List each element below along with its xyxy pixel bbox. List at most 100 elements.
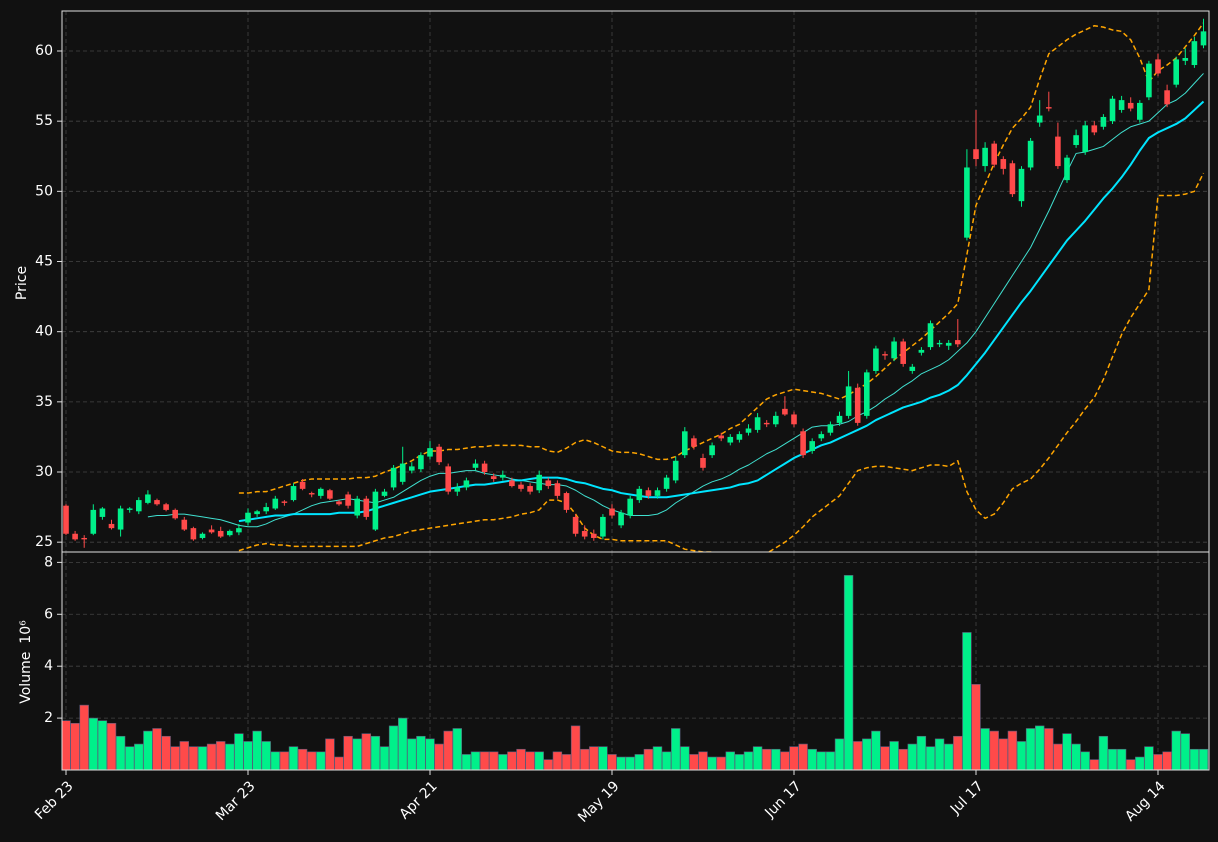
volume-bar: [270, 751, 280, 770]
volume-bar: [416, 735, 426, 770]
volume-bar: [789, 746, 799, 770]
candle-body: [782, 408, 788, 415]
volume-bar: [780, 751, 790, 770]
volume-frame: [61, 551, 1210, 771]
volume-bar: [907, 743, 918, 770]
candle-body: [318, 488, 324, 496]
candle-body: [336, 501, 342, 505]
candle-body: [63, 505, 69, 534]
volume-bar: [225, 743, 235, 770]
candle-body: [445, 466, 451, 492]
candle-body: [136, 500, 142, 512]
candle-body: [773, 415, 779, 425]
y-tick-label: 50: [35, 183, 53, 199]
candle-body: [154, 500, 160, 505]
candle-body: [927, 323, 934, 348]
candle-body: [308, 493, 315, 495]
candle-body: [754, 417, 761, 430]
volume-bar: [734, 754, 745, 770]
volume-bar: [570, 725, 581, 770]
volume-bar: [725, 751, 736, 770]
candle-body: [727, 436, 734, 443]
volume-bar: [889, 741, 899, 770]
volume-bar: [106, 722, 117, 770]
volume-bar: [188, 746, 199, 770]
candle-body: [172, 509, 178, 519]
volume-bar: [1189, 748, 1200, 770]
candle-body: [236, 528, 242, 533]
candle-body: [481, 463, 488, 473]
candle-body: [1046, 107, 1052, 109]
indicator-line: [147, 73, 1204, 528]
candle-body: [581, 530, 588, 537]
candle-body: [982, 147, 988, 167]
volume-bar: [216, 741, 226, 770]
grid: [62, 11, 1209, 770]
volume-bar: [616, 756, 626, 770]
y-tick-label: 60: [35, 43, 53, 59]
volume-bar: [1089, 759, 1100, 770]
volume-bar: [452, 728, 462, 770]
candle-body: [554, 483, 561, 496]
candle-body: [609, 508, 615, 516]
candle-body: [654, 490, 661, 496]
candle-body: [472, 463, 479, 468]
indicator-line: [238, 22, 1205, 494]
candle-body: [1018, 168, 1025, 202]
volume-bar: [670, 728, 681, 770]
volume-bar: [962, 632, 972, 770]
volume-bar: [598, 746, 608, 770]
y-tick-label: 30: [35, 464, 53, 480]
volume-bar: [834, 738, 845, 770]
candle-body: [536, 474, 542, 491]
volume-bar: [1126, 759, 1136, 770]
y-tick-label: 55: [35, 113, 53, 129]
volume-bar: [161, 735, 171, 770]
candle-body: [108, 523, 115, 529]
volume-bar: [134, 743, 144, 770]
volume-bar: [862, 738, 872, 770]
volume-bar: [989, 730, 999, 770]
volume-bar: [143, 730, 153, 770]
candle-body: [490, 476, 497, 480]
volume-bar: [971, 684, 981, 770]
volume-bar: [1144, 746, 1154, 770]
candle-body: [836, 415, 843, 423]
candle-body: [1137, 102, 1143, 120]
candle-body: [1000, 159, 1007, 169]
candle-body: [709, 445, 715, 456]
candle-body: [600, 516, 606, 537]
volume-bar: [552, 751, 563, 770]
candle-body: [718, 435, 724, 439]
volume-bar: [1062, 733, 1072, 770]
candle-body: [691, 438, 697, 447]
volume-bar: [425, 738, 435, 770]
volume-bar: [771, 748, 781, 770]
volume-bar: [179, 741, 189, 770]
candle-body: [363, 498, 370, 517]
volume-bar: [70, 722, 80, 770]
volume-bar: [807, 748, 817, 770]
candle-body: [918, 349, 925, 353]
volume-bar: [443, 730, 453, 770]
volume-scale: 10⁶: [18, 620, 34, 644]
candle-body: [399, 463, 406, 482]
candle-body: [672, 460, 679, 481]
candle-body: [618, 512, 624, 526]
candle-body: [663, 477, 670, 489]
volume-bar: [752, 746, 763, 770]
candle-body: [254, 511, 260, 515]
candle-body: [636, 488, 643, 501]
indicator-line: [238, 100, 1205, 523]
candle-body: [1091, 125, 1098, 133]
candle-body: [290, 486, 297, 501]
candle-body: [1009, 163, 1016, 195]
candle-body: [1100, 116, 1107, 127]
candle-body: [1055, 136, 1061, 167]
volume-bar: [625, 756, 635, 770]
volume-label: Volume: [18, 652, 34, 704]
candle-body: [190, 528, 197, 540]
volume-bar: [507, 751, 517, 770]
candle-body: [827, 424, 834, 433]
candle-body: [281, 501, 288, 503]
